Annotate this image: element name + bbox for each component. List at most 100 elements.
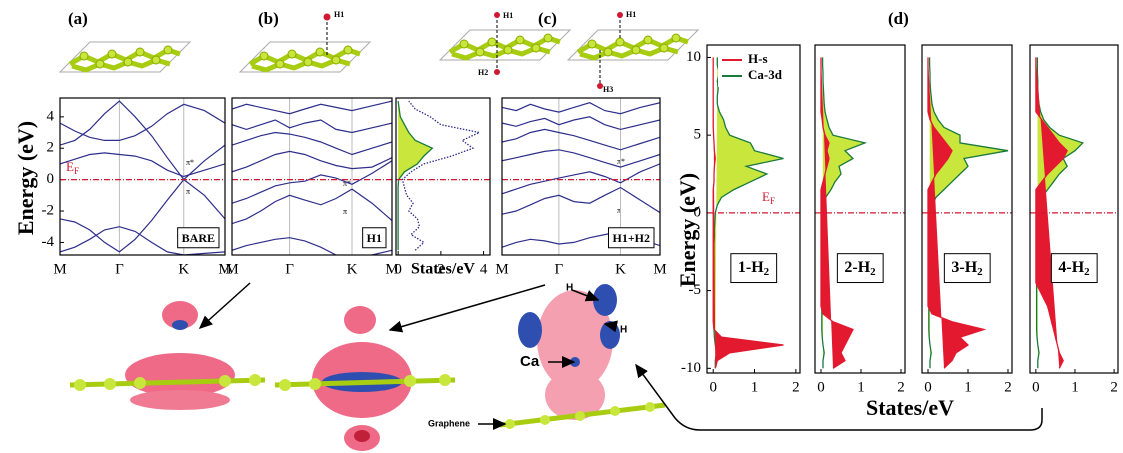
y-tick-label: 0 <box>47 171 55 187</box>
y-tick-label: -2 <box>42 202 55 218</box>
annotation: π <box>186 187 190 196</box>
figure: (a) (b) (c) (d) H1 H1 H2 H1 H3 <box>0 0 1123 453</box>
structure-label: H2 <box>478 68 488 77</box>
panel-label-sub: 2 <box>870 266 876 278</box>
atom-label: H <box>620 325 627 336</box>
x-tick-label: M <box>495 261 508 277</box>
structure <box>440 30 570 60</box>
x-tick-label: M <box>53 261 66 277</box>
y-tick-label: -4 <box>42 234 55 250</box>
y-tick-label: 4 <box>47 108 55 124</box>
x-tick-label: 0 <box>1032 379 1040 395</box>
x-tick-label: K <box>178 261 189 277</box>
band <box>502 188 660 215</box>
structure <box>568 30 698 60</box>
x-tick-label: M <box>225 261 238 277</box>
band <box>60 104 225 140</box>
panel-label-sub: 2 <box>1084 266 1090 278</box>
isosurface-gamma <box>70 301 455 451</box>
band <box>232 133 392 155</box>
panel-label-main: 1-H <box>738 259 764 276</box>
x-tick-label: Γ <box>115 261 124 277</box>
panel-label-main: 4-H <box>1058 259 1084 276</box>
y-tick-label: 10 <box>686 49 701 65</box>
structure-label: H1 <box>334 10 344 19</box>
x-tick-label: K <box>347 261 358 277</box>
y-tick-label: 0 <box>694 204 702 220</box>
band <box>60 101 225 180</box>
x-tick-label: 0 <box>709 379 717 395</box>
x-tick-label: 1 <box>1071 379 1079 395</box>
panel-label-sub: 2 <box>977 266 983 278</box>
dos-curve <box>1036 57 1067 368</box>
annotation: π* <box>617 157 625 166</box>
x-tick-label: 0 <box>394 261 402 277</box>
x-tick-label: 2 <box>1110 379 1118 395</box>
band <box>502 164 660 194</box>
annotation: π* <box>186 158 194 167</box>
panel-label: (c) <box>538 9 557 28</box>
y-tick-label: -10 <box>681 360 701 376</box>
y-axis-title: Energy (eV) <box>675 173 700 287</box>
plot-area <box>398 101 479 250</box>
panel-label-main: 2-H <box>844 259 870 276</box>
panel-label: (b) <box>258 9 279 28</box>
structure <box>60 42 190 72</box>
panel: 0 2 4 <box>394 98 490 277</box>
fermi-label-sub: F <box>74 166 79 176</box>
band <box>502 117 660 130</box>
x-tick-label: 1 <box>857 379 865 395</box>
panel-label: (d) <box>888 9 909 28</box>
panel-label: BARE <box>182 231 215 245</box>
x-tick-label: 2 <box>1004 379 1012 395</box>
fermi-label-main: E <box>762 189 770 204</box>
y-tick-label: 5 <box>694 127 702 143</box>
atom-label: H <box>566 283 573 294</box>
x-tick-label: M <box>653 261 666 277</box>
x-axis-title: States/eV <box>866 395 954 420</box>
frame <box>707 45 800 373</box>
structure-label: H3 <box>603 85 613 94</box>
x-tick-label: 2 <box>792 379 800 395</box>
panel: M Γ K M H1+H2 <box>495 98 666 277</box>
band <box>232 120 392 133</box>
y-tick-label: -5 <box>689 282 702 298</box>
atom-label: Graphene <box>428 418 470 428</box>
x-tick-label: 4 <box>480 261 488 277</box>
frame <box>815 45 905 373</box>
panel-label: H1 <box>367 231 382 245</box>
structure-label: H1 <box>503 11 513 20</box>
legend: H-sCa-3d <box>718 49 796 87</box>
x-tick-label: Γ <box>285 261 294 277</box>
dos-curve <box>402 101 479 250</box>
band <box>502 103 660 114</box>
atom-label: Ca <box>520 353 540 370</box>
x-tick-label: K <box>615 261 626 277</box>
structure <box>240 42 370 72</box>
panel-label: (a) <box>68 9 88 28</box>
y-axis-title: Energy (eV) <box>13 121 38 235</box>
legend-label: Ca-3d <box>748 67 783 82</box>
dos-curve <box>398 101 432 250</box>
annotation: π <box>343 207 347 216</box>
band <box>502 150 660 167</box>
panel-label-sub: 2 <box>764 266 770 278</box>
band <box>232 101 392 114</box>
band <box>502 129 660 149</box>
x-tick-label: 2 <box>897 379 905 395</box>
x-tick-label: 0 <box>817 379 825 395</box>
x-tick-label: 0 <box>924 379 932 395</box>
x-tick-label: 2 <box>437 261 445 277</box>
panel-label: H1+H2 <box>612 231 650 245</box>
fermi-label: EF <box>762 189 775 206</box>
fermi-label-sub: F <box>770 196 775 206</box>
y-tick-label: 2 <box>47 140 55 156</box>
x-tick-label: 1 <box>751 379 759 395</box>
x-tick-label: Γ <box>555 261 564 277</box>
